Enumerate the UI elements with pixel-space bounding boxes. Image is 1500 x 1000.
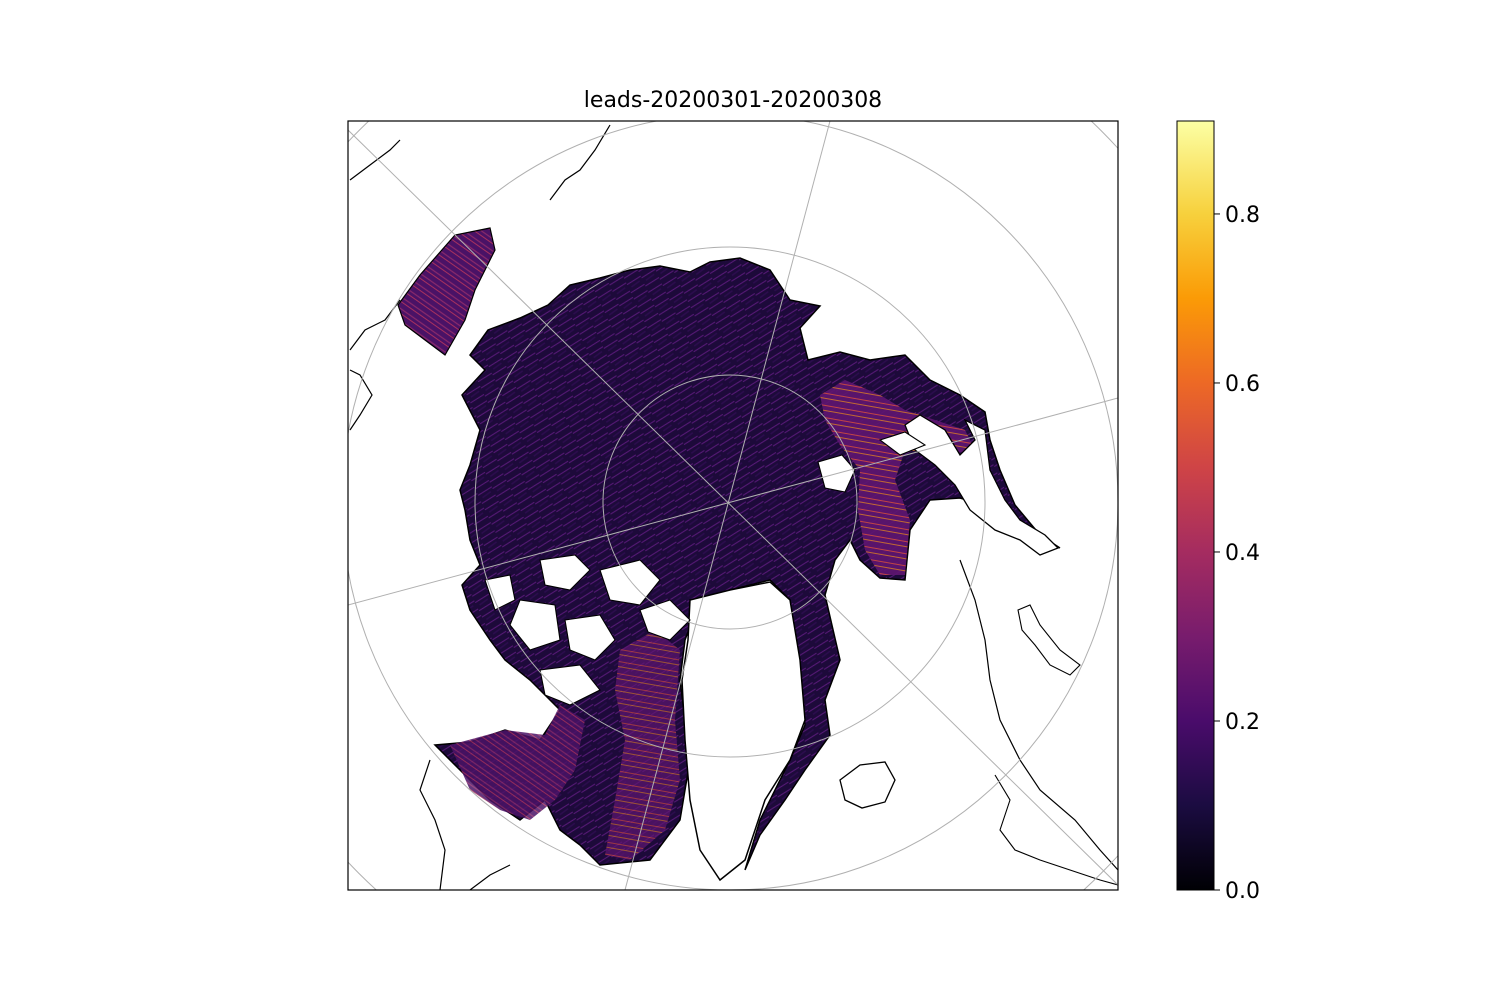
meridian-3 bbox=[348, 397, 1118, 606]
colorbar-tick-label: 0.8 bbox=[1225, 203, 1260, 228]
scandinavia bbox=[904, 414, 1060, 556]
canadian-archipelago bbox=[484, 554, 691, 706]
graticule bbox=[348, 121, 1118, 890]
latitude-circle-70 bbox=[474, 246, 986, 758]
labrador-coast bbox=[419, 759, 511, 890]
colorbar-tick-label: 0.2 bbox=[1225, 710, 1260, 735]
colorbar-ticks: 0.0 0.2 0.4 0.6 0.8 bbox=[1214, 203, 1260, 904]
colorbar: 0.0 0.2 0.4 0.6 0.8 bbox=[1176, 120, 1260, 904]
map-panel bbox=[348, 121, 1118, 890]
meridian-1 bbox=[348, 129, 1118, 886]
baffin-bay-leads bbox=[605, 630, 680, 860]
meridian-2 bbox=[624, 121, 831, 890]
colorbar-tick-label: 0.0 bbox=[1225, 879, 1260, 904]
map-title: leads-20200301-20200308 bbox=[583, 88, 883, 113]
iceland bbox=[839, 761, 896, 809]
britain bbox=[1017, 604, 1081, 676]
greenland bbox=[681, 581, 806, 882]
map-frame bbox=[347, 120, 1119, 891]
siberia-coast bbox=[549, 124, 611, 201]
bering-sea-leads bbox=[397, 227, 496, 356]
latitude-circle-80 bbox=[602, 374, 858, 630]
colorbar-tick-label: 0.6 bbox=[1225, 372, 1260, 397]
colorbar-gradient bbox=[1176, 120, 1215, 891]
hudson-bay-leads bbox=[450, 705, 585, 820]
colorbar-tick-label: 0.4 bbox=[1225, 541, 1260, 566]
europe-coast bbox=[959, 559, 1118, 871]
western-europe-coast bbox=[994, 774, 1118, 886]
